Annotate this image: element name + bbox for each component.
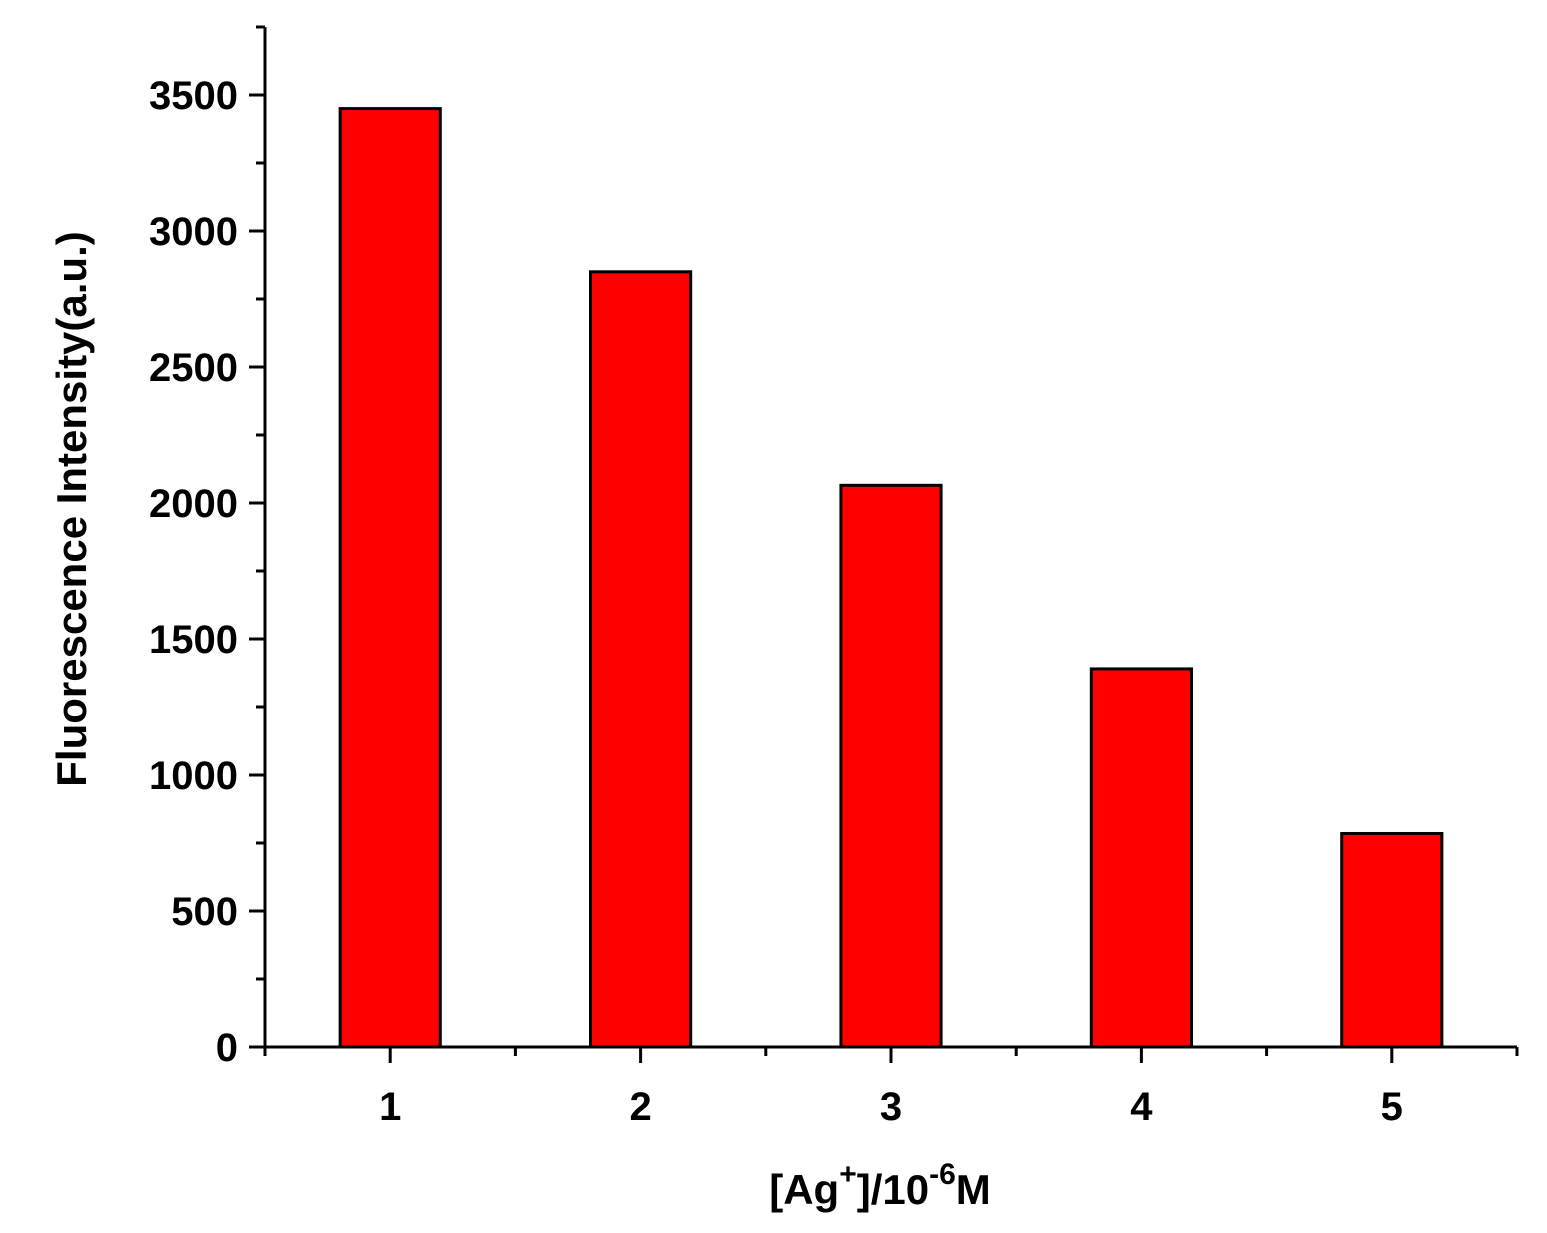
x-axis-title-suffix: M [956,1166,991,1213]
bar-4 [1089,667,1193,1049]
bar-5 [1340,831,1444,1049]
y-tick-label: 0 [216,1026,238,1070]
y-axis-title: Fluorescence Intensity(a.u.) [48,231,95,786]
y-tick-label: 1500 [149,618,238,662]
x-axis-title: [Ag+]/10-6M [769,1158,991,1213]
x-axis-title-sup1: + [839,1158,857,1191]
bar-1 [338,107,442,1049]
y-axis: 0 500 1000 1500 2000 2500 3000 3500 [149,25,267,1070]
x-tick-label: 1 [379,1085,401,1129]
x-axis-title-middle: ]/10 [857,1166,929,1213]
x-axis-title-sup2: -6 [929,1158,956,1191]
x-tick-label: 5 [1381,1085,1403,1129]
y-tick-label: 2500 [149,346,238,390]
x-axis-title-prefix: [Ag [769,1166,839,1213]
bar-3 [839,483,943,1049]
x-tick-label: 4 [1130,1085,1153,1129]
y-tick-label: 2000 [149,482,238,526]
x-tick-label: 3 [880,1085,902,1129]
y-tick-label: 3000 [149,210,238,254]
y-tick-label: 3500 [149,74,238,118]
x-tick-label: 2 [629,1085,651,1129]
x-axis: 1 2 3 4 5 [263,1045,1519,1129]
x-ticks: 1 2 3 4 5 [263,1047,1519,1129]
bar-2 [589,270,693,1049]
bars-group [338,107,1444,1049]
y-tick-label: 1000 [149,754,238,798]
y-ticks: 0 500 1000 1500 2000 2500 3000 3500 [149,25,265,1070]
y-tick-label: 500 [171,890,238,934]
